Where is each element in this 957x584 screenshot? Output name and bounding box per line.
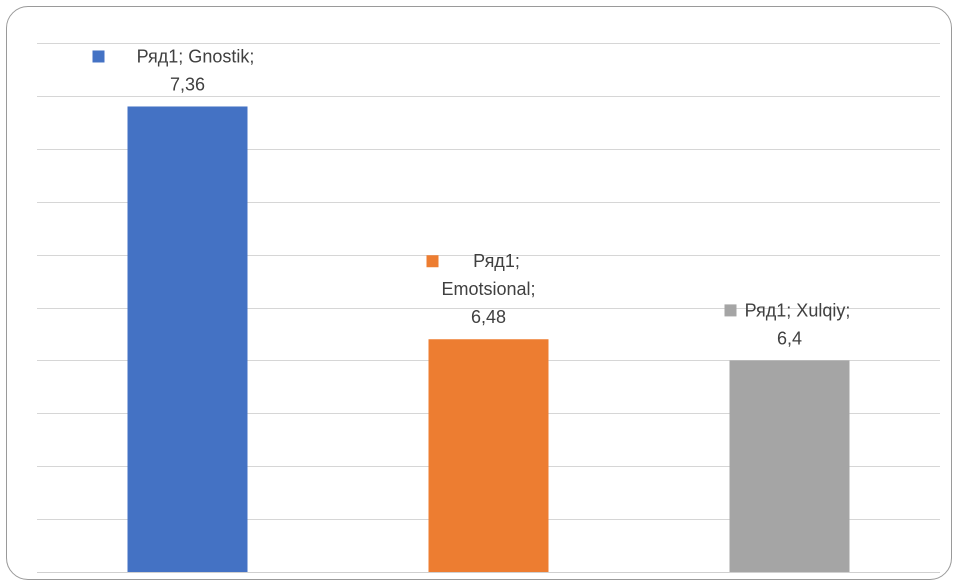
data-label-line: Ряд1; Xulqiy;: [745, 300, 851, 320]
data-label-line: Emotsional;: [441, 279, 535, 299]
bars: [127, 106, 850, 572]
data-labels: Ряд1; Gnostik; 7,36 Ряд1; Emotsional; 6,48 Ря…: [92, 46, 851, 348]
chart-frame: Ряд1; Gnostik; 7,36 Ряд1; Emotsional; 6,48 Ря…: [6, 6, 952, 580]
bar-xulqiy: [729, 360, 850, 572]
data-label-line: 6,48: [471, 307, 506, 327]
bar-gnostik: [127, 106, 248, 572]
label-key-marker: [426, 255, 439, 268]
data-label-line: 7,36: [170, 74, 205, 94]
label-key-marker: [92, 50, 105, 63]
data-label-line: 6,4: [777, 328, 802, 348]
bar-chart: Ряд1; Gnostik; 7,36 Ряд1; Emotsional; 6,48 Ря…: [37, 43, 940, 573]
bar-emotsional: [428, 339, 549, 572]
label-key-marker: [724, 304, 737, 317]
data-label-line: Ряд1; Gnostik;: [137, 46, 255, 66]
data-label-line: Ряд1;: [473, 251, 520, 271]
